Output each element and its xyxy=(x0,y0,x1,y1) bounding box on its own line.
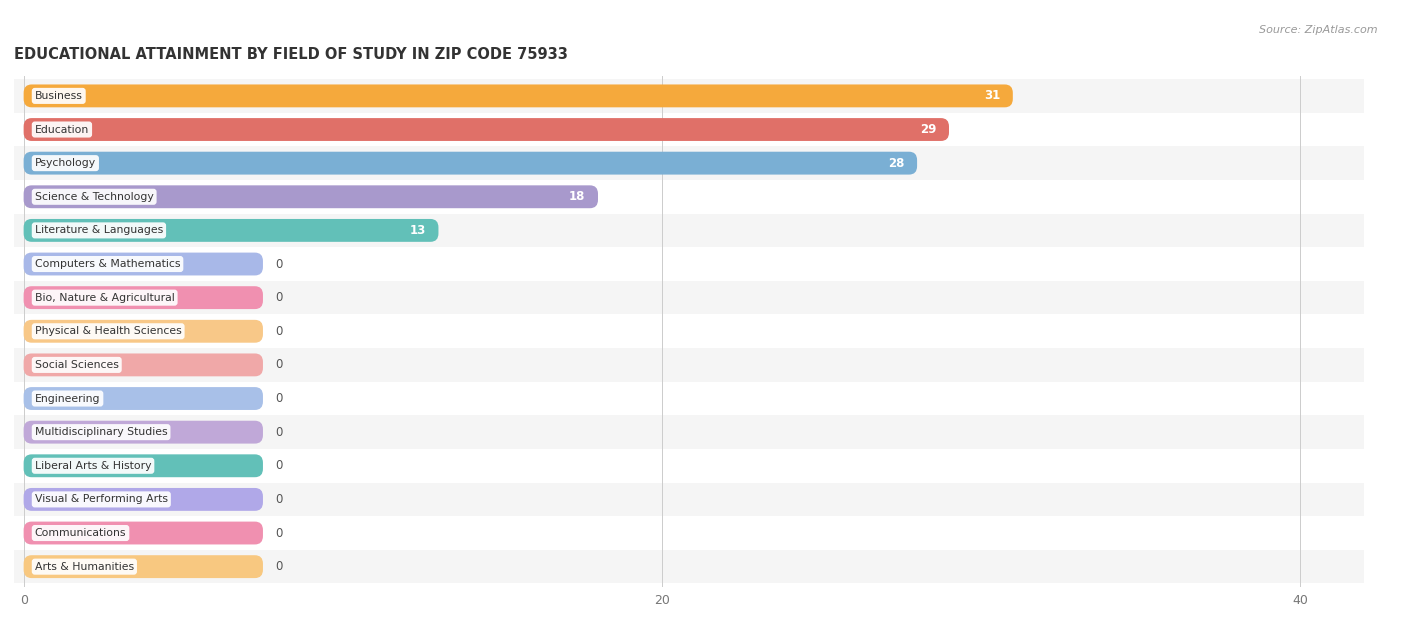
Text: Physical & Health Sciences: Physical & Health Sciences xyxy=(35,326,181,336)
FancyBboxPatch shape xyxy=(0,113,1396,146)
Text: 31: 31 xyxy=(984,90,1000,102)
FancyBboxPatch shape xyxy=(24,353,263,376)
Text: 0: 0 xyxy=(276,459,283,472)
FancyBboxPatch shape xyxy=(0,415,1396,449)
Text: EDUCATIONAL ATTAINMENT BY FIELD OF STUDY IN ZIP CODE 75933: EDUCATIONAL ATTAINMENT BY FIELD OF STUDY… xyxy=(14,47,568,62)
Text: Multidisciplinary Studies: Multidisciplinary Studies xyxy=(35,427,167,437)
FancyBboxPatch shape xyxy=(0,213,1396,247)
FancyBboxPatch shape xyxy=(0,382,1396,415)
Text: 28: 28 xyxy=(889,156,904,170)
Text: Social Sciences: Social Sciences xyxy=(35,360,118,370)
Text: Engineering: Engineering xyxy=(35,394,100,404)
Text: 0: 0 xyxy=(276,493,283,506)
FancyBboxPatch shape xyxy=(24,186,598,208)
Text: Business: Business xyxy=(35,91,83,101)
Text: Literature & Languages: Literature & Languages xyxy=(35,225,163,235)
Text: 0: 0 xyxy=(276,426,283,439)
FancyBboxPatch shape xyxy=(0,146,1396,180)
Text: Computers & Mathematics: Computers & Mathematics xyxy=(35,259,180,269)
Text: Visual & Performing Arts: Visual & Performing Arts xyxy=(35,495,167,504)
Text: Source: ZipAtlas.com: Source: ZipAtlas.com xyxy=(1260,25,1378,35)
FancyBboxPatch shape xyxy=(24,252,263,276)
Text: 0: 0 xyxy=(276,526,283,540)
FancyBboxPatch shape xyxy=(24,421,263,444)
FancyBboxPatch shape xyxy=(0,79,1396,113)
FancyBboxPatch shape xyxy=(0,550,1396,584)
Text: 0: 0 xyxy=(276,358,283,372)
FancyBboxPatch shape xyxy=(0,449,1396,483)
FancyBboxPatch shape xyxy=(24,454,263,477)
Text: 29: 29 xyxy=(920,123,936,136)
Text: 0: 0 xyxy=(276,291,283,304)
Text: Arts & Humanities: Arts & Humanities xyxy=(35,562,134,572)
Text: 13: 13 xyxy=(409,224,426,237)
Text: Science & Technology: Science & Technology xyxy=(35,192,153,202)
FancyBboxPatch shape xyxy=(0,247,1396,281)
FancyBboxPatch shape xyxy=(0,314,1396,348)
Text: 18: 18 xyxy=(569,191,585,203)
Text: 0: 0 xyxy=(276,325,283,338)
Text: Bio, Nature & Agricultural: Bio, Nature & Agricultural xyxy=(35,293,174,303)
FancyBboxPatch shape xyxy=(24,488,263,511)
FancyBboxPatch shape xyxy=(24,286,263,309)
Text: Communications: Communications xyxy=(35,528,127,538)
FancyBboxPatch shape xyxy=(24,387,263,410)
Text: Liberal Arts & History: Liberal Arts & History xyxy=(35,461,152,471)
FancyBboxPatch shape xyxy=(24,118,949,141)
FancyBboxPatch shape xyxy=(0,348,1396,382)
FancyBboxPatch shape xyxy=(24,85,1012,107)
Text: 0: 0 xyxy=(276,257,283,271)
FancyBboxPatch shape xyxy=(24,320,263,343)
FancyBboxPatch shape xyxy=(24,555,263,578)
FancyBboxPatch shape xyxy=(0,516,1396,550)
Text: 0: 0 xyxy=(276,560,283,573)
FancyBboxPatch shape xyxy=(24,522,263,545)
Text: 0: 0 xyxy=(276,392,283,405)
Text: Education: Education xyxy=(35,124,89,134)
FancyBboxPatch shape xyxy=(0,281,1396,314)
FancyBboxPatch shape xyxy=(0,180,1396,213)
Text: Psychology: Psychology xyxy=(35,158,96,168)
FancyBboxPatch shape xyxy=(0,483,1396,516)
FancyBboxPatch shape xyxy=(24,151,917,175)
FancyBboxPatch shape xyxy=(24,219,439,242)
